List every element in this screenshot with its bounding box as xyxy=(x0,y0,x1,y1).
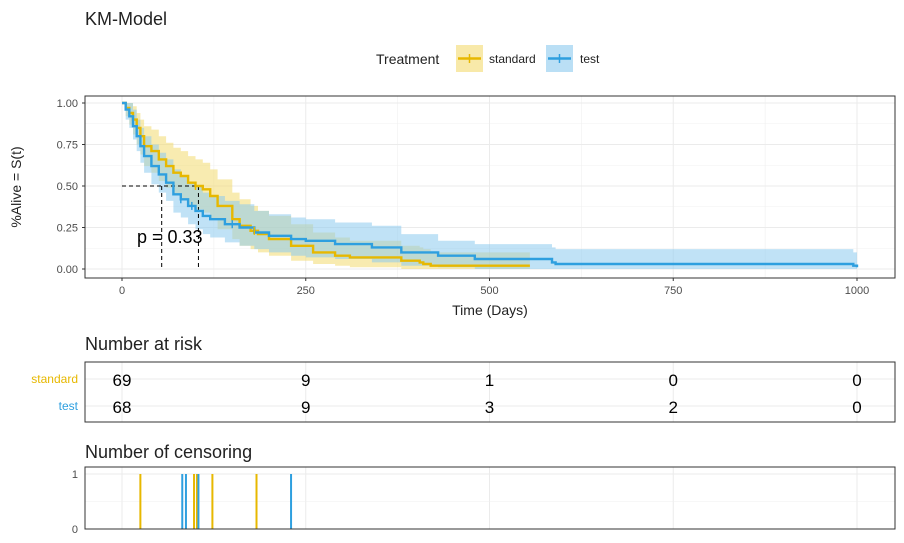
risk-cell-standard: 69 xyxy=(113,371,132,390)
y-axis-label: %Alive = S(t) xyxy=(8,146,24,227)
censoring-bar-test xyxy=(197,474,200,529)
km-ytick-label: 0.50 xyxy=(57,181,78,193)
censoring-ytick-0: 0 xyxy=(72,524,78,536)
censoring-bar-test xyxy=(184,474,187,529)
km-x-axis: 0 250 500 750 1000 xyxy=(119,278,869,297)
risk-cell-test: 2 xyxy=(669,398,678,417)
censoring-bars xyxy=(139,474,293,529)
survival-curve-standard xyxy=(122,101,530,267)
censoring-plot: Number of censoring 1 0 xyxy=(72,442,896,536)
risk-cell-test: 68 xyxy=(113,398,132,417)
censoring-bar-standard xyxy=(211,474,214,529)
km-xtick-label: 1000 xyxy=(845,285,869,297)
risk-table-title: Number at risk xyxy=(85,334,203,354)
censoring-ytick-1: 1 xyxy=(72,469,78,481)
pvalue-annotation: p = 0.33 xyxy=(137,227,203,247)
risk-table-gridlines xyxy=(85,362,895,422)
censoring-bar-standard xyxy=(195,474,198,529)
censoring-bar-test xyxy=(181,474,184,529)
km-xtick-label: 500 xyxy=(480,285,498,297)
risk-cell-standard: 0 xyxy=(669,371,678,390)
km-ytick-label: 0.25 xyxy=(57,223,78,235)
risk-row-label-test: test xyxy=(59,399,79,413)
km-ytick-label: 1.00 xyxy=(57,98,78,110)
km-plot-panel: p = 0.33 0.00 0.25 0.50 0.75 1.00 0 250 500 750… xyxy=(8,95,896,318)
km-ytick-label: 0.00 xyxy=(57,264,78,276)
survival-curve-test xyxy=(122,101,859,268)
risk-table-border xyxy=(84,361,896,423)
censoring-border xyxy=(84,466,896,530)
censoring-bar-test xyxy=(290,474,293,529)
censoring-bar-standard xyxy=(255,474,258,529)
risk-table-cells: 69 9 1 0 0 68 9 3 2 0 xyxy=(113,371,862,417)
km-xtick-label: 250 xyxy=(297,285,315,297)
km-median-lines xyxy=(122,185,199,269)
censoring-title: Number of censoring xyxy=(85,442,252,462)
km-xtick-label: 0 xyxy=(119,285,125,297)
km-ytick-label: 0.75 xyxy=(57,140,78,152)
legend-label-test: test xyxy=(580,52,600,66)
legend-label-standard: standard xyxy=(489,52,536,66)
x-axis-label: Time (Days) xyxy=(452,302,528,318)
risk-cell-test: 0 xyxy=(852,398,861,417)
risk-cell-standard: 9 xyxy=(301,371,310,390)
legend: Treatment standard test xyxy=(376,45,600,72)
legend-item-test: test xyxy=(546,45,600,72)
censoring-bar-standard xyxy=(139,474,142,529)
risk-row-label-standard: standard xyxy=(31,372,78,386)
risk-table: Number at risk 69 9 1 0 0 68 9 3 2 0 standard tes… xyxy=(31,334,896,423)
km-censor-marks xyxy=(180,182,256,235)
risk-cell-standard: 0 xyxy=(852,371,861,390)
km-confidence-bands xyxy=(122,103,857,269)
risk-cell-test: 9 xyxy=(301,398,310,417)
confidence-band-test xyxy=(122,103,857,269)
risk-cell-test: 3 xyxy=(485,398,494,417)
legend-title: Treatment xyxy=(376,51,439,67)
censoring-bar-standard xyxy=(193,474,196,529)
km-y-axis: 0.00 0.25 0.50 0.75 1.00 xyxy=(57,98,85,276)
chart-title: KM-Model xyxy=(85,9,167,29)
censoring-gridlines xyxy=(85,467,895,530)
km-curves xyxy=(122,101,859,268)
km-xtick-label: 750 xyxy=(664,285,682,297)
legend-item-standard: standard xyxy=(456,45,536,72)
risk-cell-standard: 1 xyxy=(485,371,494,390)
